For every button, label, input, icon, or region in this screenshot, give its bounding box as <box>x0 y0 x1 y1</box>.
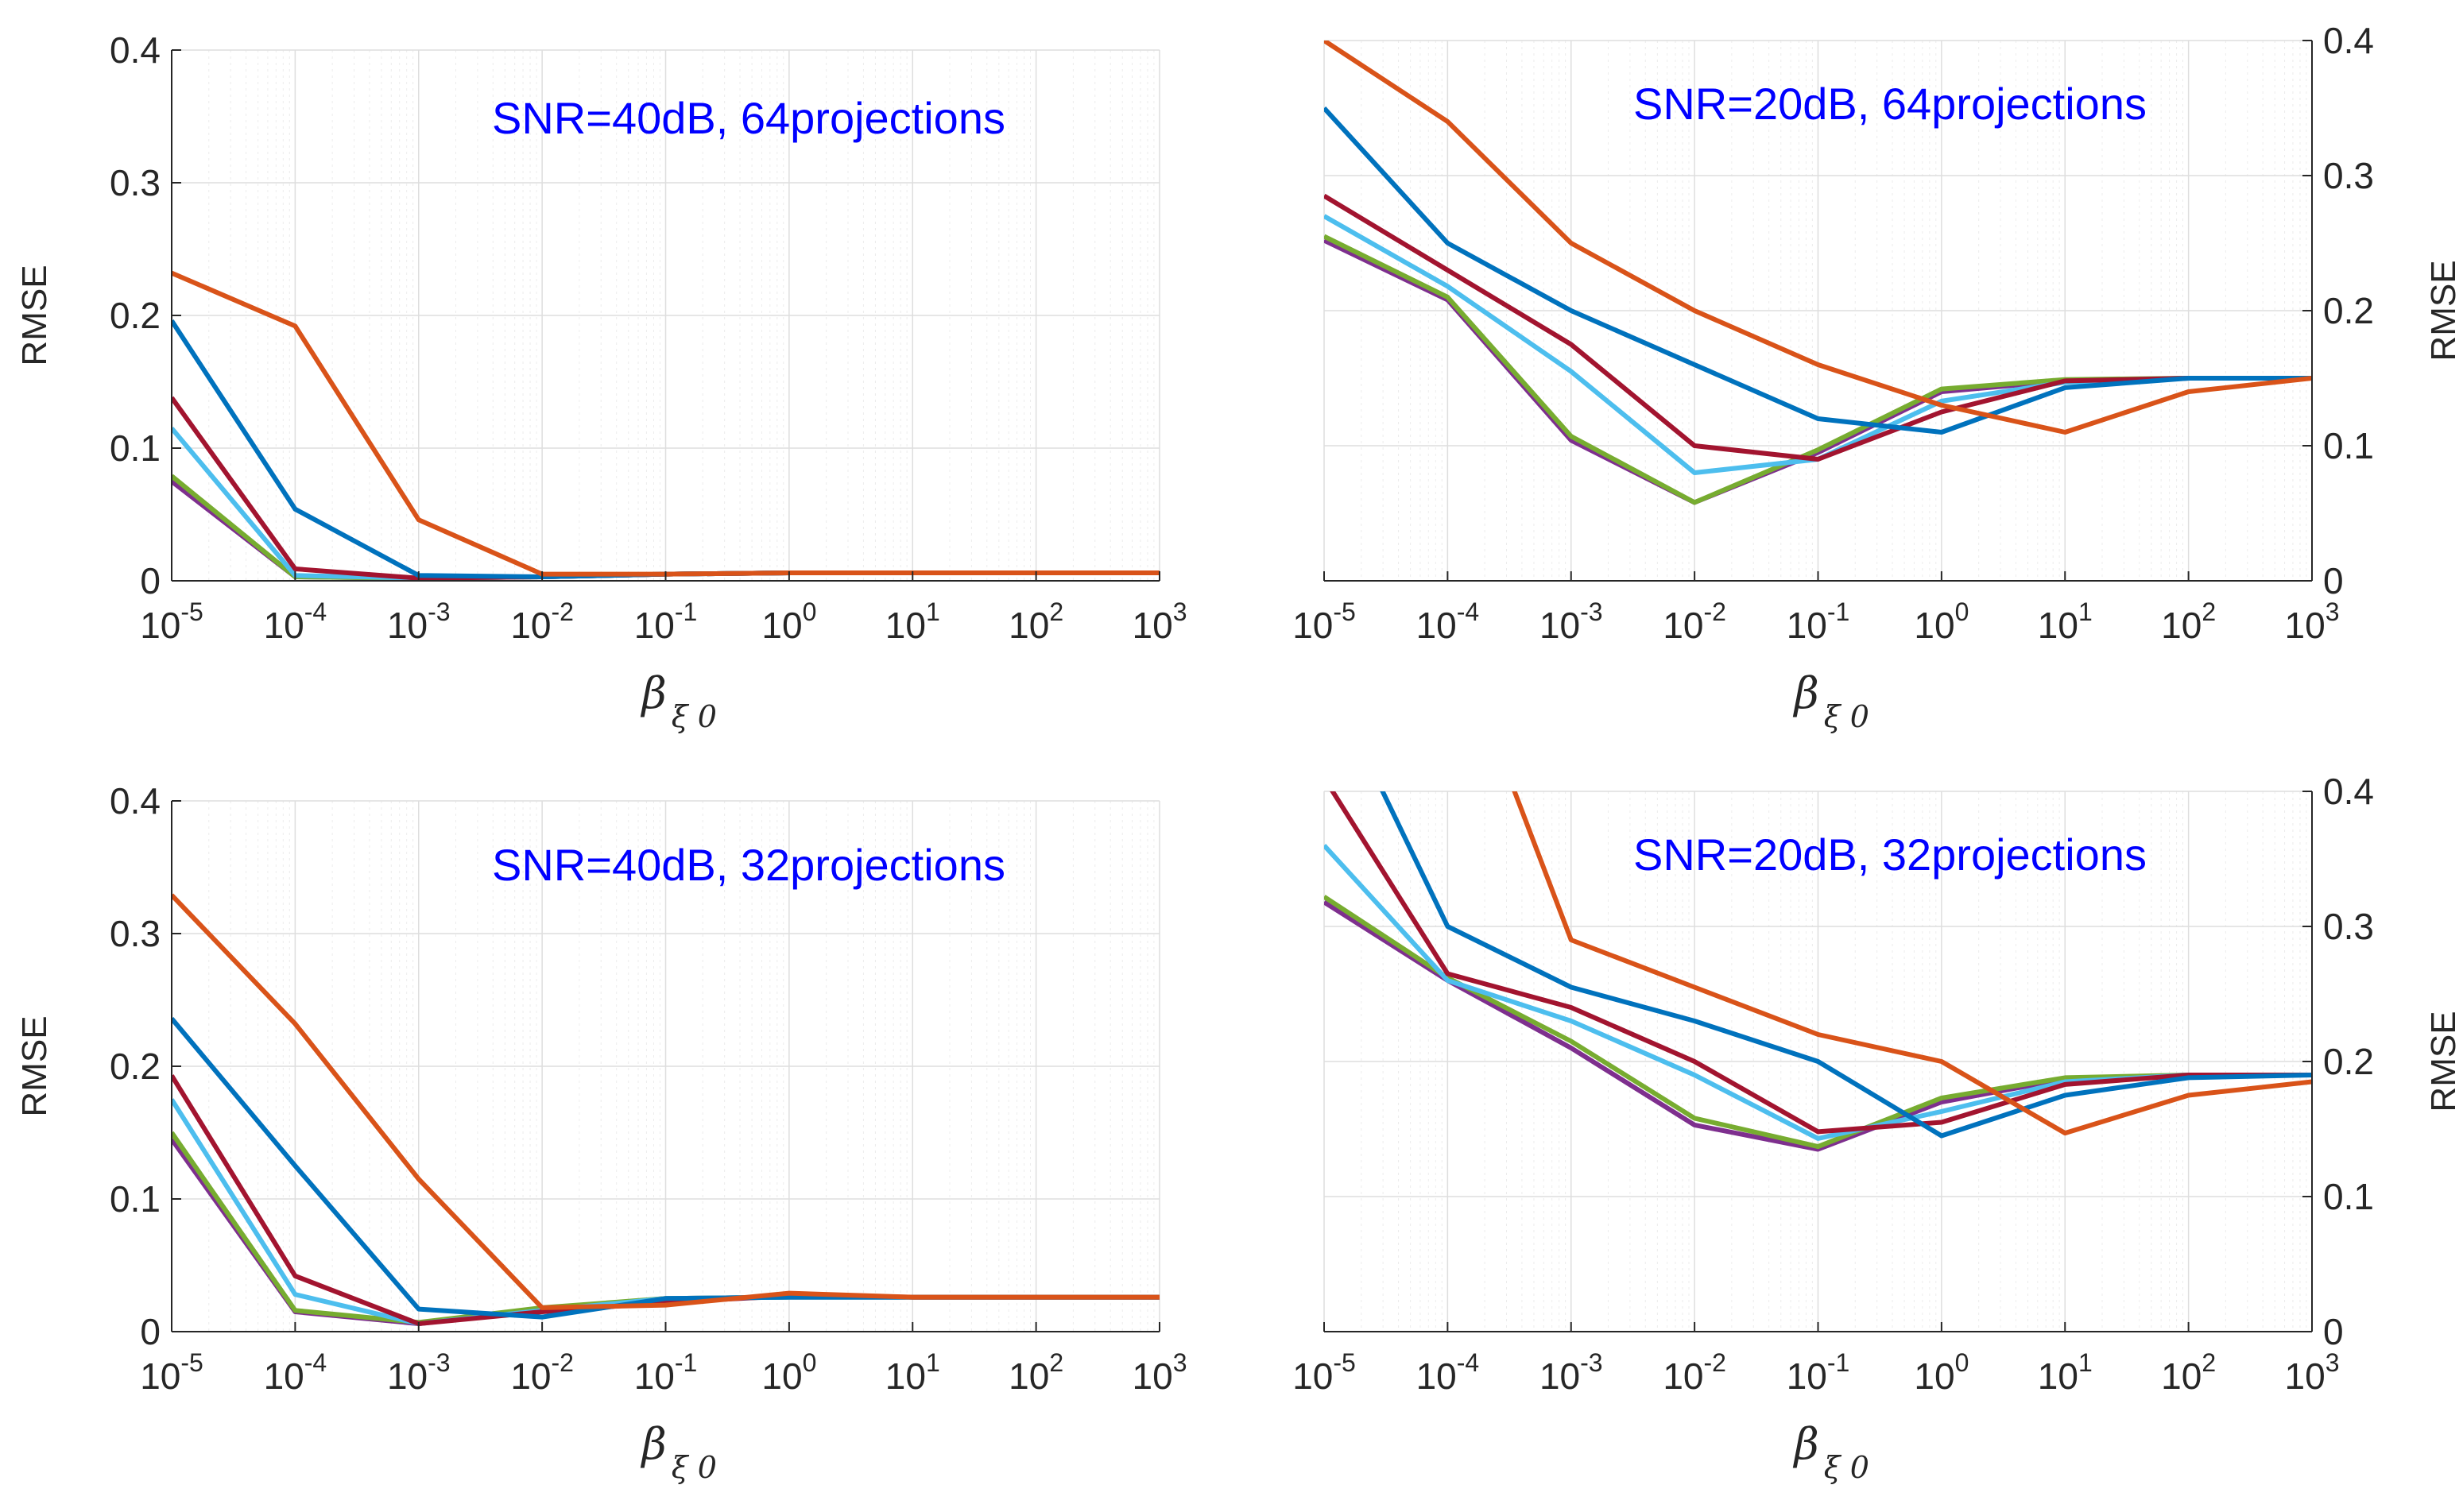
y-tick-label: 0.4 <box>110 780 161 822</box>
series-group <box>1324 41 2312 505</box>
panel-top-left: SNR=40dB, 64projections 0 0.1 0.2 0.3 0.4 10-… <box>15 29 1187 734</box>
x-tick-label: 10-3 <box>387 1348 451 1397</box>
annotation: SNR=20dB, 32projections <box>1633 829 2147 880</box>
grid <box>1323 791 2313 1332</box>
x-tick-label: 10-5 <box>140 597 203 646</box>
annotation: SNR=20dB, 64projections <box>1633 79 2147 129</box>
y-tick-label: 0.4 <box>110 29 161 71</box>
y-tick-label: 0.1 <box>2323 425 2374 466</box>
y-tick-label: 0.4 <box>2323 20 2374 61</box>
y-tick-label: 0.3 <box>110 162 161 203</box>
x-tick-label: 10-3 <box>1539 597 1603 646</box>
panel-bottom-left: SNR=40dB, 32projections 0 0.1 0.2 0.3 0.4 10-… <box>15 780 1187 1485</box>
x-tick-label: 10-2 <box>1663 1348 1726 1397</box>
x-tick-label: 10-5 <box>140 1348 203 1397</box>
x-tick-label: 10-2 <box>510 1348 574 1397</box>
x-tick-label: 103 <box>1133 1348 1187 1397</box>
series-line-6 <box>172 893 1160 1310</box>
x-tick-label: 101 <box>885 1348 940 1397</box>
panel-top-right: SNR=20dB, 64projections 0 0.1 0.2 0.3 0.4 10-… <box>1292 20 2463 734</box>
x-tick-label: 102 <box>2161 597 2216 646</box>
x-tick-label: 10-5 <box>1292 1348 1356 1397</box>
x-tick-label: 101 <box>2038 597 2093 646</box>
y-tick-label: 0 <box>2323 1311 2344 1352</box>
x-tick-label: 10-4 <box>264 1348 327 1397</box>
y-tick-label: 0 <box>140 1311 161 1352</box>
x-tick-label: 100 <box>761 1348 816 1397</box>
series-group <box>172 893 1160 1326</box>
x-tick-label: 10-1 <box>1787 1348 1850 1397</box>
y-tick-label: 0.3 <box>2323 155 2374 196</box>
x-tick-label: 101 <box>885 597 940 646</box>
x-tick-label: 10-4 <box>264 597 327 646</box>
x-tick-label: 100 <box>1914 597 1969 646</box>
y-tick-label: 0 <box>2323 560 2344 601</box>
y-axis-label: RMSE <box>15 265 54 365</box>
y-tick-label: 0.1 <box>110 427 161 469</box>
x-tick-label: 102 <box>1009 597 1063 646</box>
x-tick-label: 10-1 <box>1787 597 1850 646</box>
y-tick-label: 0.2 <box>110 1046 161 1087</box>
axes: 0 0.1 0.2 0.3 0.4 10-5 10-4 10-3 10-2 10-1 100 101 1… <box>15 780 1187 1485</box>
series-line-6 <box>1324 41 2312 435</box>
axes: 0 0.1 0.2 0.3 0.4 10-5 10-4 10-3 10-2 10-1 100 101 1… <box>1292 771 2463 1485</box>
x-tick-label: 10-2 <box>1663 597 1726 646</box>
x-tick-label: 103 <box>2285 1348 2340 1397</box>
x-tick-label: 10-2 <box>510 597 574 646</box>
y-axis-label: RMSE <box>2424 260 2463 361</box>
series-line-5 <box>1324 106 2312 435</box>
series-line-6 <box>1512 791 2312 1136</box>
x-tick-label: 10-4 <box>1416 597 1480 646</box>
series-group <box>1324 791 2312 1152</box>
x-tick-label: 103 <box>2285 597 2340 646</box>
x-tick-label: 10-1 <box>634 1348 698 1397</box>
y-axis-label: RMSE <box>15 1015 54 1116</box>
y-axis-label: RMSE <box>2424 1011 2463 1112</box>
x-tick-label: 102 <box>1009 1348 1063 1397</box>
x-tick-label: 10-3 <box>1539 1348 1603 1397</box>
y-tick-label: 0.1 <box>110 1178 161 1220</box>
axes: 0 0.1 0.2 0.3 0.4 10-5 10-4 10-3 10-2 10-1 100 101 1… <box>15 29 1187 734</box>
y-tick-label: 0.2 <box>110 295 161 336</box>
y-tick-label: 0.4 <box>2323 771 2374 812</box>
y-tick-label: 0.2 <box>2323 1041 2374 1082</box>
axes: 0 0.1 0.2 0.3 0.4 10-5 10-4 10-3 10-2 10-1 100 101 1… <box>1292 20 2463 734</box>
series-line-4 <box>1330 791 2312 1135</box>
x-tick-label: 100 <box>761 597 816 646</box>
x-tick-label: 103 <box>1133 597 1187 646</box>
y-tick-label: 0.3 <box>2323 906 2374 947</box>
x-tick-label: 10-1 <box>634 597 698 646</box>
x-tick-label: 10-5 <box>1292 597 1356 646</box>
x-tick-label: 102 <box>2161 1348 2216 1397</box>
y-tick-label: 0.2 <box>2323 290 2374 331</box>
annotation: SNR=40dB, 64projections <box>492 93 1005 143</box>
x-tick-label: 100 <box>1914 1348 1969 1397</box>
y-tick-label: 0 <box>140 560 161 601</box>
series-line-5 <box>1380 791 2312 1139</box>
annotation: SNR=40dB, 32projections <box>492 840 1005 890</box>
y-tick-label: 0.3 <box>110 913 161 954</box>
panel-bottom-right: SNR=20dB, 32projections 0 0.1 0.2 0.3 0.4 10-… <box>1292 771 2463 1485</box>
x-tick-label: 10-3 <box>387 597 451 646</box>
y-tick-label: 0.1 <box>2323 1176 2374 1217</box>
x-tick-label: 10-4 <box>1416 1348 1480 1397</box>
x-tick-label: 101 <box>2038 1348 2093 1397</box>
